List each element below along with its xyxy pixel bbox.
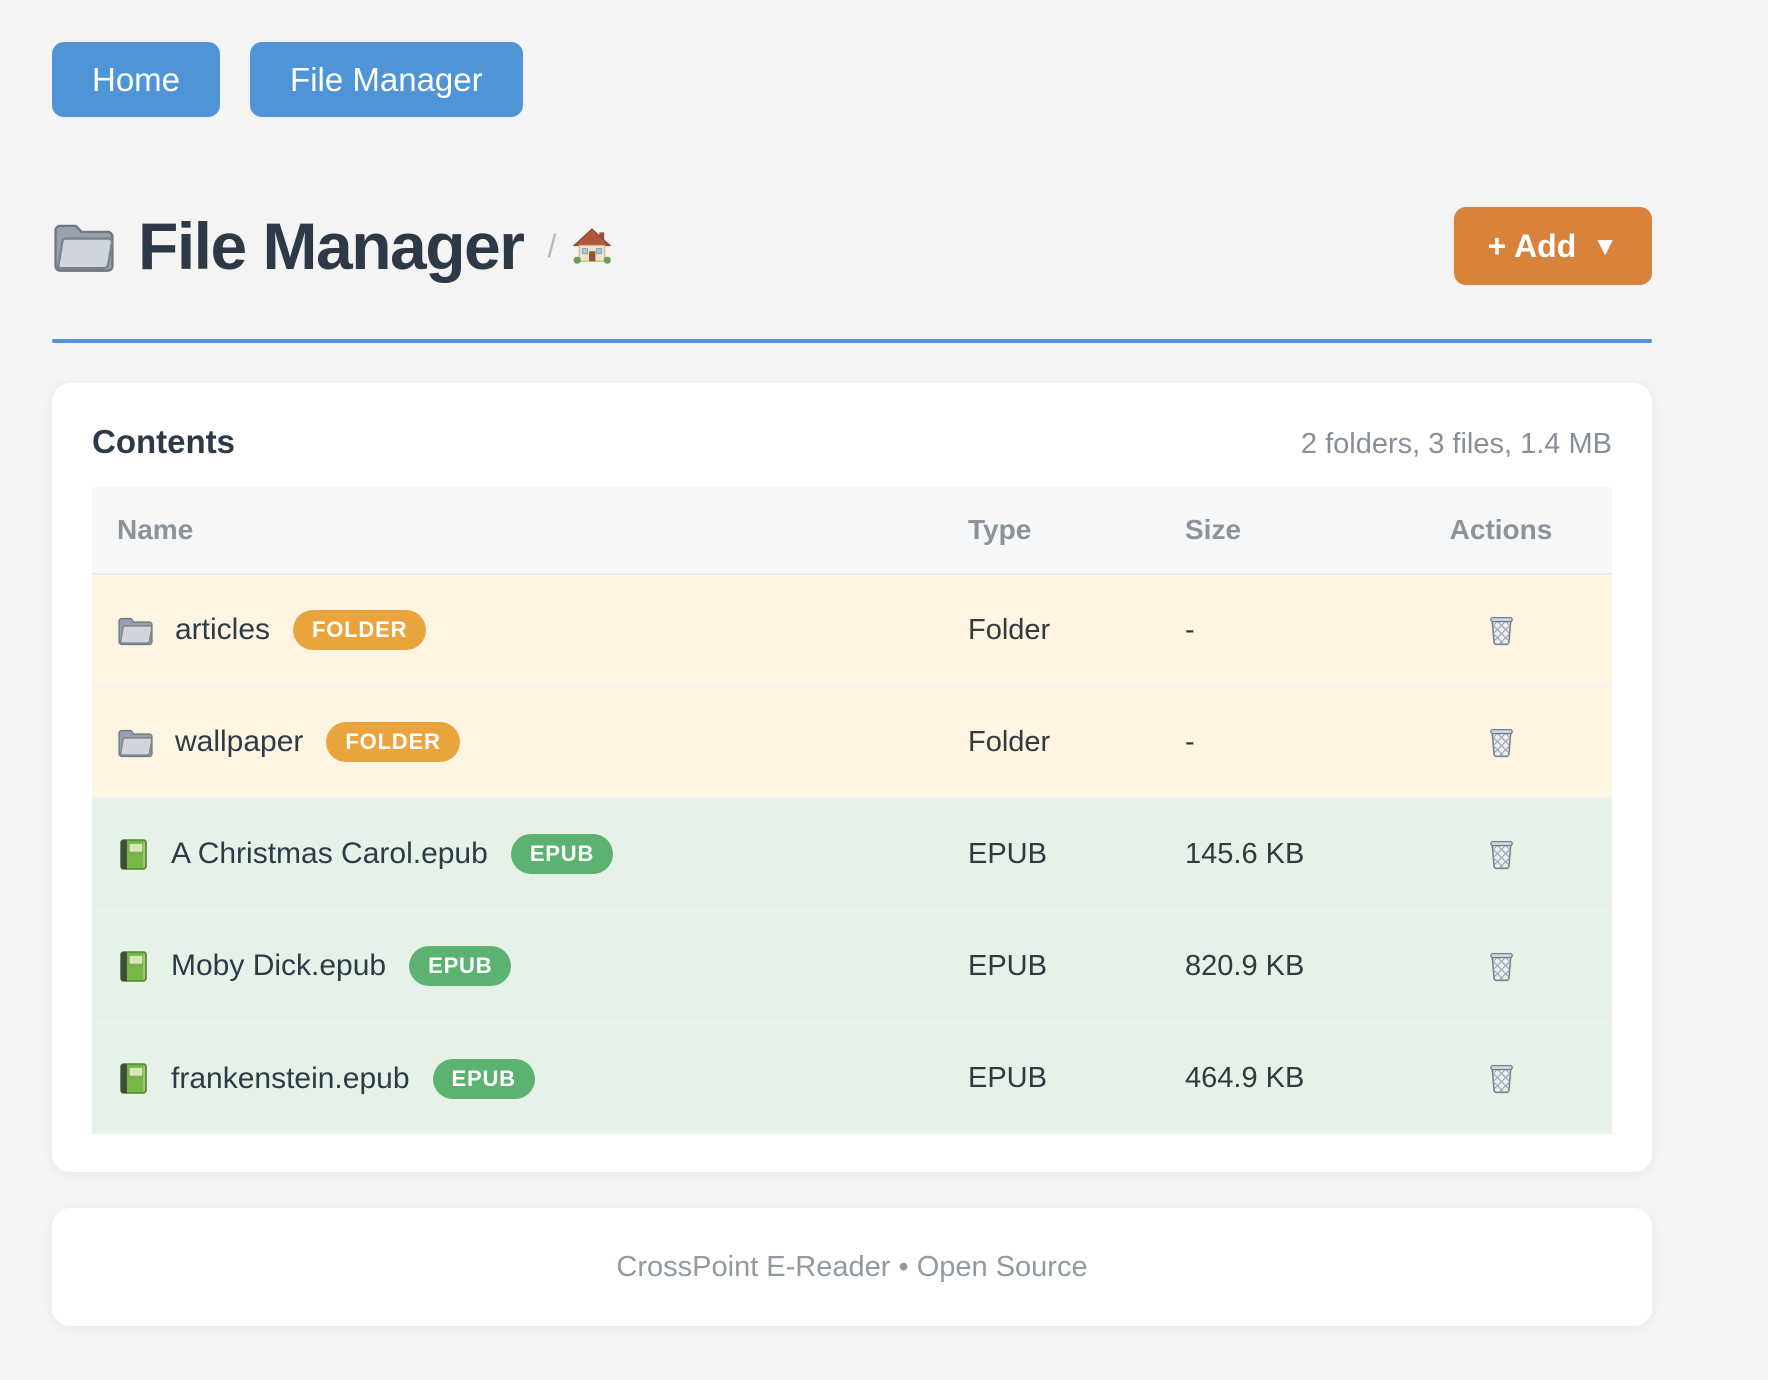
folder-icon [52, 218, 116, 275]
footer-text: CrossPoint E-Reader • Open Source [616, 1250, 1088, 1283]
top-nav: Home File Manager [52, 42, 1652, 117]
item-type: EPUB [968, 798, 1185, 910]
breadcrumb-home-link[interactable] [572, 226, 612, 266]
contents-title: Contents [92, 423, 235, 460]
green-book-icon [117, 949, 150, 984]
delete-button[interactable] [1480, 830, 1523, 875]
contents-summary: 2 folders, 3 files, 1.4 MB [1300, 428, 1612, 460]
green-book-icon [117, 1061, 150, 1096]
trash-icon [1484, 840, 1519, 874]
item-name-link[interactable]: articles [175, 613, 271, 646]
table-row: A Christmas Carol.epub EPUB EPUB 145.6 K… [92, 798, 1612, 910]
item-name-link[interactable]: Moby Dick.epub [171, 949, 387, 982]
nav-home-button[interactable]: Home [52, 42, 221, 117]
item-name-link[interactable]: wallpaper [175, 725, 304, 758]
contents-card: Contents 2 folders, 3 files, 1.4 MB Name… [52, 383, 1652, 1172]
type-badge: FOLDER [293, 610, 427, 650]
table-row: Moby Dick.epub EPUB EPUB 820.9 KB [92, 910, 1612, 1022]
item-size: - [1185, 574, 1390, 686]
type-badge: FOLDER [326, 722, 460, 762]
column-header-type: Type [968, 487, 1185, 575]
column-header-name: Name [92, 487, 968, 575]
item-size: - [1185, 686, 1390, 798]
item-size: 820.9 KB [1185, 910, 1390, 1022]
column-header-size: Size [1185, 487, 1390, 575]
table-row: articles FOLDER Folder - [92, 574, 1612, 686]
item-type: EPUB [968, 910, 1185, 1022]
add-button-label: + Add [1487, 228, 1577, 264]
page-title: File Manager [138, 209, 525, 283]
nav-file-manager-button[interactable]: File Manager [250, 42, 523, 117]
delete-button[interactable] [1480, 1054, 1523, 1099]
trash-icon [1484, 952, 1519, 986]
title-wrap: File Manager / [52, 213, 612, 279]
item-size: 464.9 KB [1185, 1022, 1390, 1134]
item-type: Folder [968, 574, 1185, 686]
home-icon [572, 226, 612, 266]
folder-icon [117, 726, 154, 759]
caret-down-icon: ▼ [1592, 231, 1618, 261]
trash-icon [1484, 728, 1519, 762]
table-header-row: Name Type Size Actions [92, 487, 1612, 575]
add-button[interactable]: + Add ▼ [1453, 207, 1652, 285]
footer: CrossPoint E-Reader • Open Source [52, 1208, 1652, 1326]
item-type: EPUB [968, 1022, 1185, 1134]
folder-icon [117, 614, 154, 647]
type-badge: EPUB [409, 946, 512, 986]
green-book-icon [117, 837, 150, 872]
page-header: File Manager / + Add [52, 207, 1652, 285]
type-badge: EPUB [510, 834, 614, 874]
delete-button[interactable] [1480, 606, 1523, 651]
item-type: Folder [968, 686, 1185, 798]
trash-icon [1484, 616, 1519, 650]
trash-icon [1484, 1064, 1519, 1098]
item-size: 145.6 KB [1185, 798, 1390, 910]
delete-button[interactable] [1480, 718, 1523, 763]
header-divider [52, 339, 1652, 343]
file-table: Name Type Size Actions [92, 487, 1612, 1134]
item-name-link[interactable]: A Christmas Carol.epub [171, 837, 488, 870]
table-body: articles FOLDER Folder - [92, 574, 1612, 1134]
page: Home File Manager File Manager / [52, 0, 1652, 1326]
breadcrumb-separator: / [547, 227, 557, 264]
table-row: wallpaper FOLDER Folder - [92, 686, 1612, 798]
delete-button[interactable] [1480, 942, 1523, 987]
item-name-link[interactable]: frankenstein.epub [171, 1061, 410, 1095]
card-head: Contents 2 folders, 3 files, 1.4 MB [92, 423, 1612, 461]
type-badge: EPUB [432, 1058, 535, 1099]
table-row: frankenstein.epub EPUB EPUB 464.9 KB [92, 1022, 1612, 1134]
column-header-actions: Actions [1390, 487, 1612, 575]
